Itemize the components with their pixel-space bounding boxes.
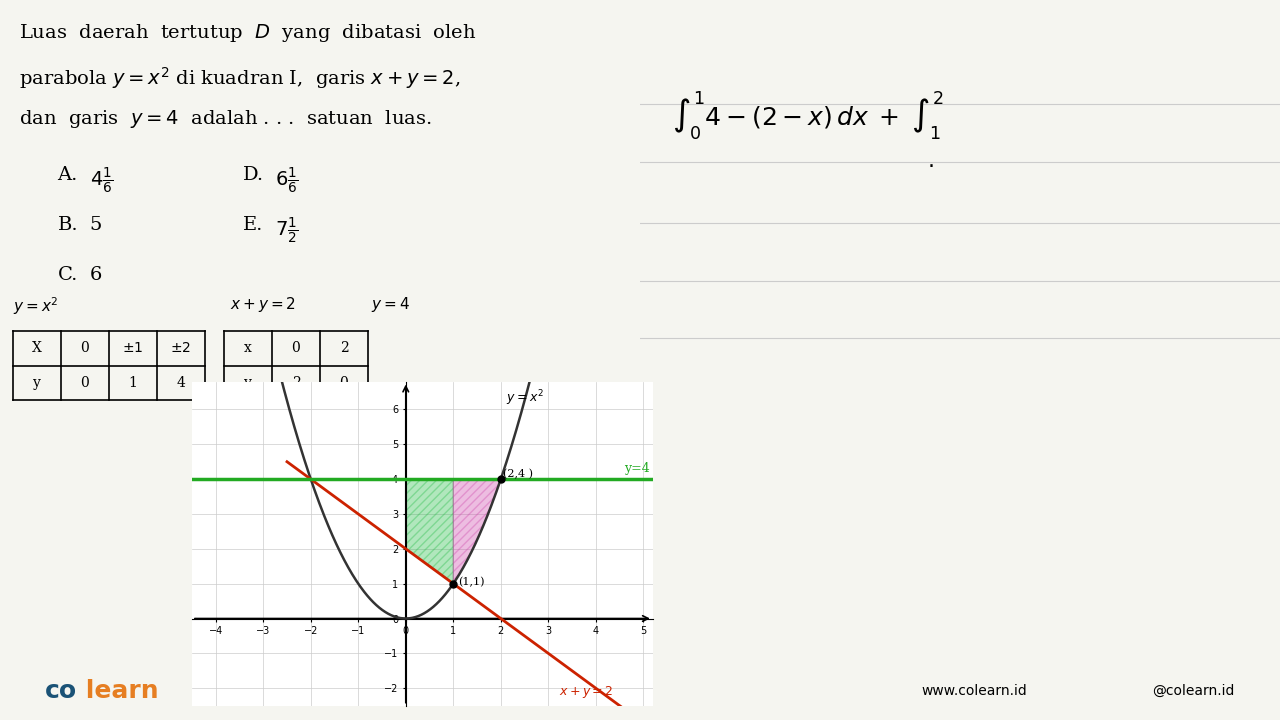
Text: A.: A. (58, 166, 78, 184)
Text: E.: E. (243, 216, 264, 234)
Text: 2: 2 (339, 341, 348, 356)
Text: 0: 0 (292, 341, 301, 356)
Text: y: y (244, 376, 252, 390)
Text: $y=4$: $y=4$ (371, 295, 410, 314)
Text: $y=x^2$: $y=x^2$ (506, 389, 543, 408)
Text: .: . (928, 151, 934, 171)
Text: y: y (33, 376, 41, 390)
Text: $6\frac{1}{6}$: $6\frac{1}{6}$ (275, 166, 298, 196)
Text: co: co (45, 679, 77, 703)
Text: dan  garis  $y = 4$  adalah . . .  satuan  luas.: dan garis $y = 4$ adalah . . . satuan lu… (19, 108, 431, 130)
Text: 0: 0 (81, 376, 90, 390)
Text: 5: 5 (90, 216, 102, 234)
Text: C.: C. (58, 266, 78, 284)
Text: www.colearn.id: www.colearn.id (922, 684, 1028, 698)
Text: (1,1): (1,1) (458, 577, 485, 588)
Text: 2: 2 (292, 376, 301, 390)
Text: @colearn.id: @colearn.id (1152, 684, 1234, 698)
Text: $x+y=2$: $x+y=2$ (230, 295, 297, 314)
Text: learn: learn (77, 679, 159, 703)
Text: 1: 1 (128, 376, 137, 390)
Text: 6: 6 (90, 266, 102, 284)
Text: 0: 0 (81, 341, 90, 356)
Text: (2,4 ): (2,4 ) (503, 469, 534, 480)
Text: $4\frac{1}{6}$: $4\frac{1}{6}$ (90, 166, 113, 196)
Text: x: x (244, 341, 252, 356)
Text: X: X (32, 341, 42, 356)
Text: 0: 0 (339, 376, 348, 390)
Text: 4: 4 (177, 376, 186, 390)
Text: D.: D. (243, 166, 265, 184)
Text: $x+y=2$: $x+y=2$ (559, 684, 613, 700)
Text: parabola $y = x^2$ di kuadran I,  garis $x + y = 2$,: parabola $y = x^2$ di kuadran I, garis $… (19, 65, 461, 91)
Text: y=4: y=4 (625, 462, 650, 475)
Text: $\int_0^1 4-(2-x)\,dx \;+\; \int_1^2$: $\int_0^1 4-(2-x)\,dx \;+\; \int_1^2$ (672, 90, 945, 143)
Text: Luas  daerah  tertutup  $D$  yang  dibatasi  oleh: Luas daerah tertutup $D$ yang dibatasi o… (19, 22, 476, 44)
Text: $y=x^2$: $y=x^2$ (13, 295, 59, 317)
Text: $7\frac{1}{2}$: $7\frac{1}{2}$ (275, 216, 298, 246)
Text: $\pm 1$: $\pm 1$ (122, 341, 143, 356)
Text: B.: B. (58, 216, 78, 234)
Text: $\pm 2$: $\pm 2$ (170, 341, 191, 356)
